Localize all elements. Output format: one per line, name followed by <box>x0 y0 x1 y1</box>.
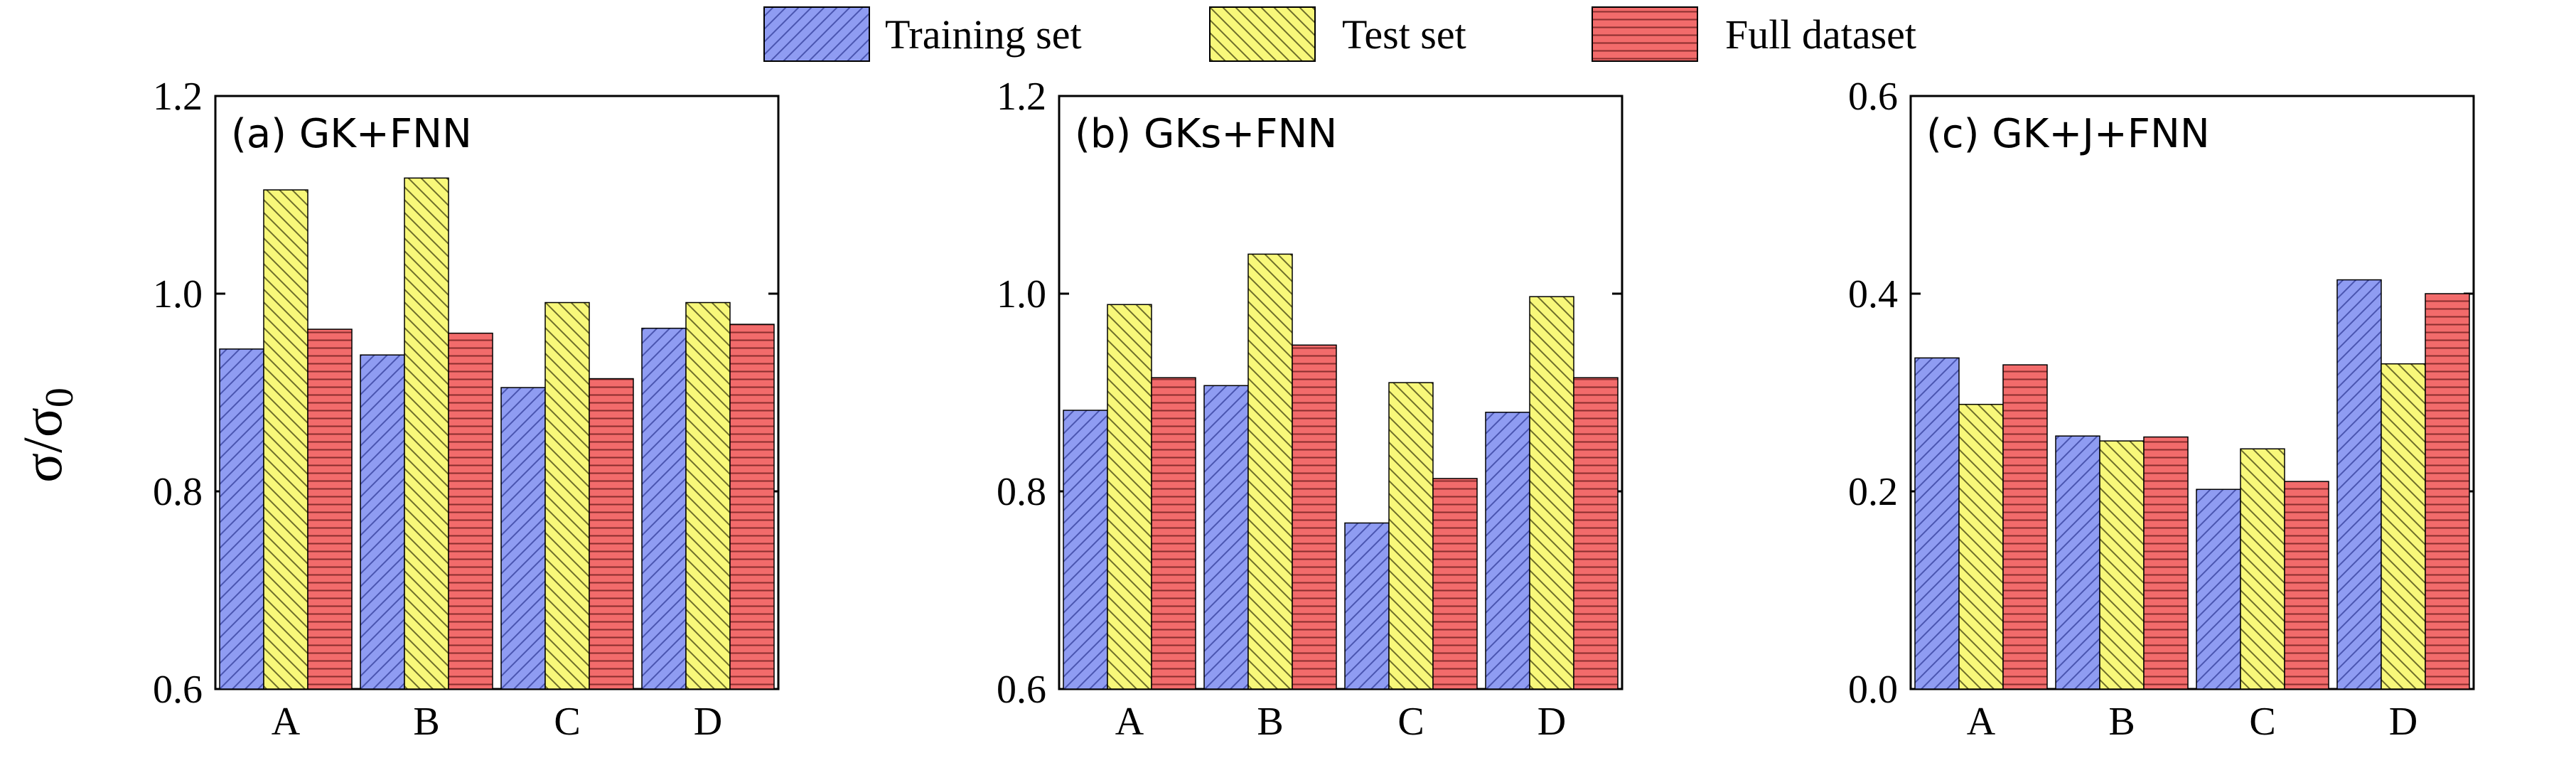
bar-b-training-C <box>1344 522 1390 690</box>
plot-frame <box>1909 95 2475 690</box>
legend-item-test: Test set <box>1209 6 1466 62</box>
bar-b-test-C <box>1388 382 1434 690</box>
x-tick-label: D <box>1537 700 1566 744</box>
bar-c-full-B <box>2143 436 2189 690</box>
y-tick-label: 0.6 <box>153 668 203 712</box>
bar-b-test-D <box>1529 296 1574 690</box>
bar-c-test-C <box>2240 448 2285 690</box>
y-tick-label: 1.2 <box>997 75 1046 119</box>
bar-c-test-A <box>1958 403 2004 690</box>
bar-c-training-B <box>2055 435 2100 690</box>
x-tick-label: B <box>2108 700 2135 744</box>
bar-a-full-D <box>729 324 775 690</box>
panel-a: 0.6 0.8 1.0 1.2 A B C D (a) GK+FNN <box>153 75 780 744</box>
x-tick-label: B <box>1257 700 1283 744</box>
bar-a-full-B <box>448 332 493 690</box>
y-tick-label: 0.8 <box>153 470 203 514</box>
panel-c: 0.0 0.2 0.4 0.6 A B C D (c) GK+J+FNN <box>1848 75 2475 744</box>
x-tick-label: D <box>2389 700 2417 744</box>
bar-a-training-B <box>360 354 405 690</box>
bar-b-test-A <box>1107 304 1152 690</box>
bar-b-full-D <box>1573 377 1619 690</box>
legend-swatch-training <box>763 6 870 62</box>
y-tick-label: 0.4 <box>1848 272 1898 316</box>
bar-b-training-B <box>1203 385 1249 690</box>
bar-a-test-D <box>685 301 731 690</box>
legend-item-training: Training set <box>763 6 1082 62</box>
bar-b-full-C <box>1432 478 1478 690</box>
bar-a-test-C <box>544 301 590 690</box>
bar-c-training-A <box>1914 357 1960 690</box>
plot-frame <box>214 95 780 690</box>
y-tick-label: 1.2 <box>153 75 203 119</box>
y-tick-label: 0.0 <box>1848 668 1898 712</box>
legend-swatch-test <box>1209 6 1316 62</box>
legend-swatch-full <box>1592 6 1698 62</box>
y-tick-label: 0.6 <box>997 668 1046 712</box>
bar-a-test-A <box>263 189 308 690</box>
bar-b-training-A <box>1063 410 1108 690</box>
bar-a-full-C <box>589 378 634 690</box>
y-tick-label: 1.0 <box>997 272 1046 316</box>
plot-frame <box>1058 95 1624 690</box>
y-tick-label: 0.6 <box>1848 75 1898 119</box>
x-tick-label: A <box>1967 700 1996 744</box>
y-tick-label: 0.2 <box>1848 470 1898 514</box>
panel-title: (a) GK+FNN <box>231 111 472 157</box>
bar-c-full-A <box>2002 364 2048 690</box>
bar-c-test-B <box>2099 440 2145 690</box>
bar-c-test-D <box>2381 363 2426 690</box>
x-tick-label: B <box>413 700 439 744</box>
x-tick-label: C <box>1397 700 1424 744</box>
legend-label-test: Test set <box>1342 11 1466 58</box>
y-tick-label: 1.0 <box>153 272 203 316</box>
x-tick-label: D <box>694 700 722 744</box>
bar-a-training-C <box>500 387 546 690</box>
bar-c-training-D <box>2336 279 2382 690</box>
bar-c-training-C <box>2196 489 2241 690</box>
y-tick-label: 0.8 <box>997 470 1046 514</box>
y-axis-title: σ/σ0 <box>11 388 82 483</box>
bar-b-full-B <box>1292 344 1337 690</box>
legend: Training set Test set Full dataset <box>763 6 1916 62</box>
bar-b-test-B <box>1247 253 1293 690</box>
x-tick-label: C <box>2249 700 2275 744</box>
bar-a-test-B <box>404 177 449 690</box>
x-tick-label: C <box>554 700 580 744</box>
bar-b-training-D <box>1485 412 1530 690</box>
bar-a-training-D <box>641 327 687 690</box>
bar-b-full-A <box>1151 377 1196 690</box>
panel-b: 0.6 0.8 1.0 1.2 A B C D (b) GKs+FNN <box>997 75 1624 744</box>
legend-label-full: Full dataset <box>1725 11 1916 58</box>
legend-item-full: Full dataset <box>1592 6 1916 62</box>
bar-c-full-D <box>2425 293 2470 690</box>
panel-title: (b) GKs+FNN <box>1075 111 1337 157</box>
bar-a-training-A <box>219 348 264 690</box>
x-tick-label: A <box>1115 700 1144 744</box>
bar-c-full-C <box>2284 481 2329 690</box>
bar-a-full-A <box>307 329 353 690</box>
x-tick-label: A <box>272 700 301 744</box>
panel-title: (c) GK+J+FNN <box>1926 111 2210 157</box>
legend-label-training: Training set <box>885 11 1082 58</box>
